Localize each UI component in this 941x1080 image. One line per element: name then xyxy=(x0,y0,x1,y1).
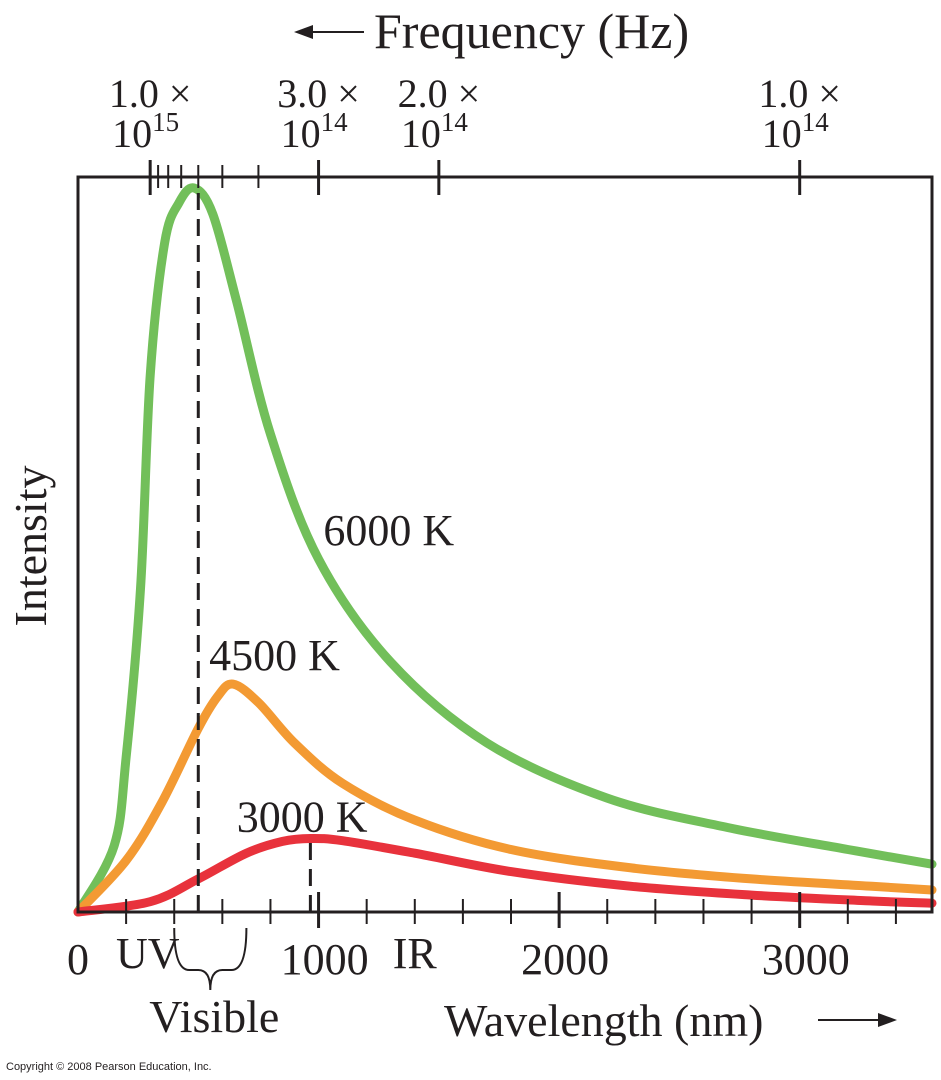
bottom-axis-tick-labels: 0 1000 2000 3000 xyxy=(67,935,850,984)
series-label: 4500 K xyxy=(209,631,340,680)
x-tick-label: 2000 xyxy=(521,935,609,984)
top-tick-exponent: 14 xyxy=(441,107,469,137)
top-tick-base: 10 xyxy=(762,111,802,156)
top-tick-mantissa: 1.0 × xyxy=(109,71,192,116)
visible-range-brace xyxy=(173,927,248,991)
series-curve-3000-k xyxy=(73,833,937,917)
bottom-axis-ticks xyxy=(125,892,897,928)
top-tick-mantissa: 2.0 × xyxy=(398,71,481,116)
reference-lines xyxy=(196,188,312,912)
top-tick-mantissa: 3.0 × xyxy=(277,71,360,116)
top-tick-exponent: 14 xyxy=(321,107,349,137)
top-tick-base: 10 xyxy=(281,111,321,156)
annotations: UV IR Visible xyxy=(116,927,438,1042)
series-curve-4500-k xyxy=(73,679,937,917)
y-axis-label: Intensity xyxy=(5,466,56,627)
uv-label: UV xyxy=(116,929,180,978)
x-axis-label: Wavelength (nm) xyxy=(444,995,763,1046)
top-tick-mantissa: 1.0 × xyxy=(758,71,841,116)
copyright-text: Copyright © 2008 Pearson Education, Inc. xyxy=(6,1061,212,1073)
top-axis-label: Frequency (Hz) xyxy=(374,3,689,59)
visible-label: Visible xyxy=(149,991,279,1042)
series-label: 6000 K xyxy=(323,506,454,555)
top-axis-title: Frequency (Hz) xyxy=(294,3,689,59)
top-tick-base: 10 xyxy=(401,111,441,156)
series-curve-6000-k xyxy=(73,183,937,917)
right-arrow-icon xyxy=(878,1013,897,1027)
top-tick-exponent: 14 xyxy=(802,107,830,137)
x-tick-label: 0 xyxy=(67,935,89,984)
top-tick-exponent: 15 xyxy=(152,107,179,137)
top-axis-ticks xyxy=(148,160,802,195)
ir-label: IR xyxy=(393,929,438,978)
top-tick-base: 10 xyxy=(112,111,152,156)
x-tick-label: 3000 xyxy=(762,935,850,984)
x-axis-title: Wavelength (nm) xyxy=(444,995,897,1046)
x-tick-label: 1000 xyxy=(281,935,369,984)
series-layer xyxy=(73,183,937,917)
series-label: 3000 K xyxy=(237,792,368,841)
left-arrow-icon xyxy=(294,25,313,39)
top-axis-tick-labels: 1.0 ×10 153.0 ×10 142.0 ×10 141.0 ×10 14 xyxy=(109,71,841,156)
series-labels: 6000 K 4500 K 3000 K xyxy=(209,506,454,842)
plot-frame xyxy=(76,175,934,914)
